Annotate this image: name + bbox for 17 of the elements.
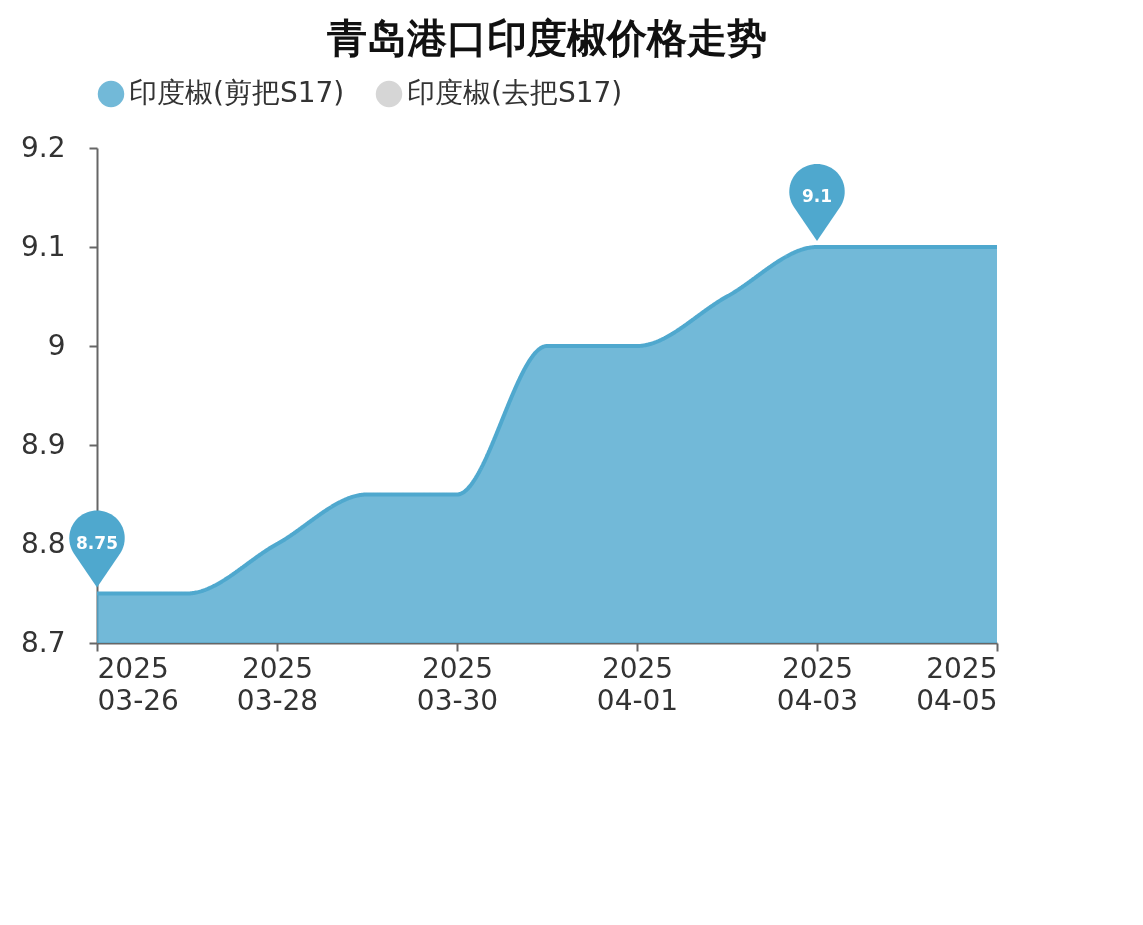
- x-tick-label: 2025 03-30: [416, 651, 499, 717]
- x-tick-label: 2025 03-26: [97, 651, 179, 717]
- y-tick-label: 8.7: [20, 625, 66, 659]
- x-tick-label: 2025 04-01: [596, 651, 679, 717]
- x-tick-label: 2025 04-03: [776, 651, 859, 717]
- legend-label: 印度椒(剪把S17): [129, 76, 345, 109]
- y-tick-label: 9.2: [20, 130, 66, 164]
- y-tick-label: 9: [47, 328, 66, 362]
- y-tick-label: 8.8: [20, 526, 66, 560]
- chart-title: 青岛港口印度椒价格走势: [326, 15, 767, 61]
- legend-label: 印度椒(去把S17): [407, 76, 623, 109]
- y-tick-label: 8.9: [20, 427, 66, 461]
- annotation: 9.1: [801, 186, 833, 206]
- x-tick-label: 2025 03-28: [236, 651, 319, 717]
- y-tick-label: 9.1: [20, 229, 66, 263]
- annotation: 8.75: [76, 532, 118, 553]
- x-tick-label: 2025 04-05: [916, 651, 998, 717]
